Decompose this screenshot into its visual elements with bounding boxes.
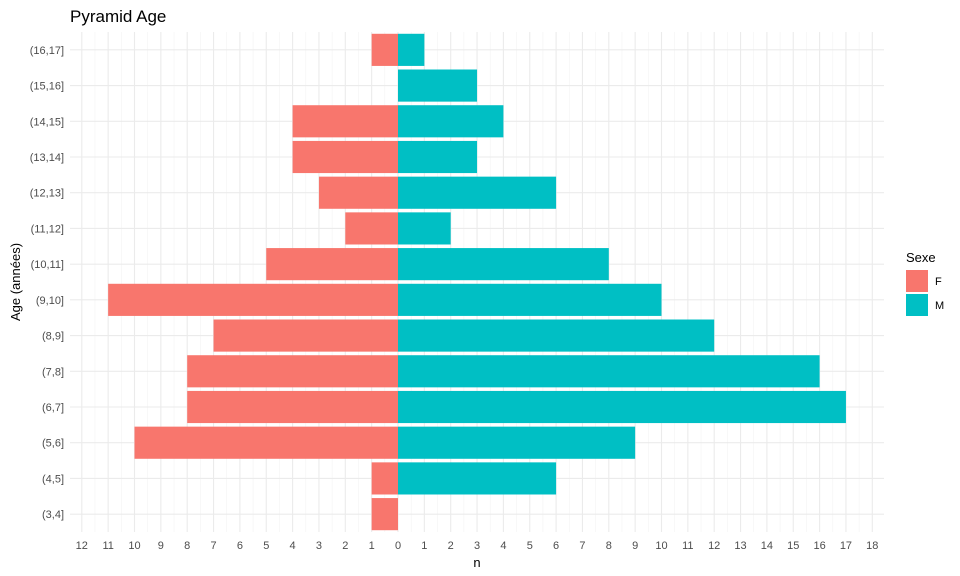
x-tick-label: 7 [579,540,585,552]
bars [108,33,846,531]
bar-f [292,140,398,174]
x-tick-label: 8 [184,540,190,552]
legend-key-m [906,294,928,316]
bar-f [108,283,399,316]
y-axis-label: Age (années) [8,243,23,321]
bar-f [318,176,398,209]
bar-f [371,462,398,495]
chart-title: Pyramid Age [70,7,166,26]
bar-m [398,390,846,424]
x-tick-label: 15 [787,540,799,552]
y-tick-label: (6,7] [42,402,64,414]
legend-title: Sexe [906,250,936,265]
x-tick-label: 10 [655,540,667,552]
x-axis-tick-labels: 12 11 10 9 8 7 6 5 4 3 2 1 0 1 2 3 4 5 6 7 8 9 10 11 12 13 14 15 16 1… [76,540,879,552]
y-tick-label: (7,8] [42,366,64,378]
x-tick-label: 7 [210,540,216,552]
x-tick-label: 2 [448,540,454,552]
y-tick-label: (15,16] [30,81,64,93]
y-tick-label: (14,15] [30,116,64,128]
bar-f [266,248,398,281]
bar-f [292,105,398,138]
x-tick-label: 9 [158,540,164,552]
y-tick-label: (16,17] [30,45,64,57]
x-tick-label: 14 [761,540,773,552]
y-tick-label: (13,14] [30,152,64,164]
x-tick-label: 13 [734,540,746,552]
bar-m [398,33,425,66]
x-tick-label: 5 [263,540,269,552]
x-tick-label: 4 [290,540,296,552]
bar-f [187,355,398,388]
bar-m [398,212,451,245]
bar-m [398,176,557,209]
x-tick-label: 11 [682,540,693,552]
bar-f [134,426,398,459]
legend-label-f: F [935,276,942,288]
x-tick-label: 11 [102,540,113,552]
bar-f [187,390,398,424]
y-axis-tick-labels: (3,4] (4,5] (5,6] (6,7] (7,8] (8,9] (9,10] (10,… [30,45,64,521]
bar-m [398,462,557,495]
x-tick-label: 8 [606,540,612,552]
x-tick-label: 6 [237,540,243,552]
x-tick-label: 9 [632,540,638,552]
bar-m [398,248,609,281]
x-tick-label: 12 [76,540,88,552]
x-tick-label: 18 [866,540,878,552]
bar-m [398,140,478,174]
y-tick-label: (9,10] [36,295,64,307]
y-tick-label: (4,5] [42,473,64,485]
x-tick-label: 6 [553,540,559,552]
y-tick-label: (11,12] [31,223,64,235]
x-tick-label: 3 [474,540,480,552]
x-tick-label: 17 [840,540,852,552]
y-tick-label: (10,11] [31,259,64,271]
bar-m [398,355,820,388]
bar-f [345,212,398,245]
bar-f [371,33,398,66]
y-tick-label: (5,6] [42,438,64,450]
legend: Sexe FM [906,250,944,316]
bar-m [398,105,504,138]
x-tick-label: 3 [316,540,322,552]
bar-m [398,426,636,459]
bar-f [371,498,398,531]
y-tick-label: (3,4] [42,509,64,521]
x-tick-label: 4 [500,540,506,552]
x-tick-label: 5 [527,540,533,552]
bar-f [213,319,398,352]
bar-m [398,283,662,316]
x-tick-label: 1 [369,540,375,552]
y-tick-label: (12,13] [30,188,64,200]
x-tick-label: 1 [421,540,427,552]
bar-m [398,319,715,352]
x-tick-label: 0 [395,540,401,552]
legend-label-m: M [935,300,944,312]
x-tick-label: 10 [128,540,140,552]
legend-key-f [906,270,928,292]
x-tick-label: 12 [708,540,720,552]
bar-m [398,69,478,102]
y-tick-label: (8,9] [42,331,64,343]
x-axis-label: n [473,555,480,570]
x-tick-label: 2 [342,540,348,552]
x-tick-label: 16 [813,540,825,552]
